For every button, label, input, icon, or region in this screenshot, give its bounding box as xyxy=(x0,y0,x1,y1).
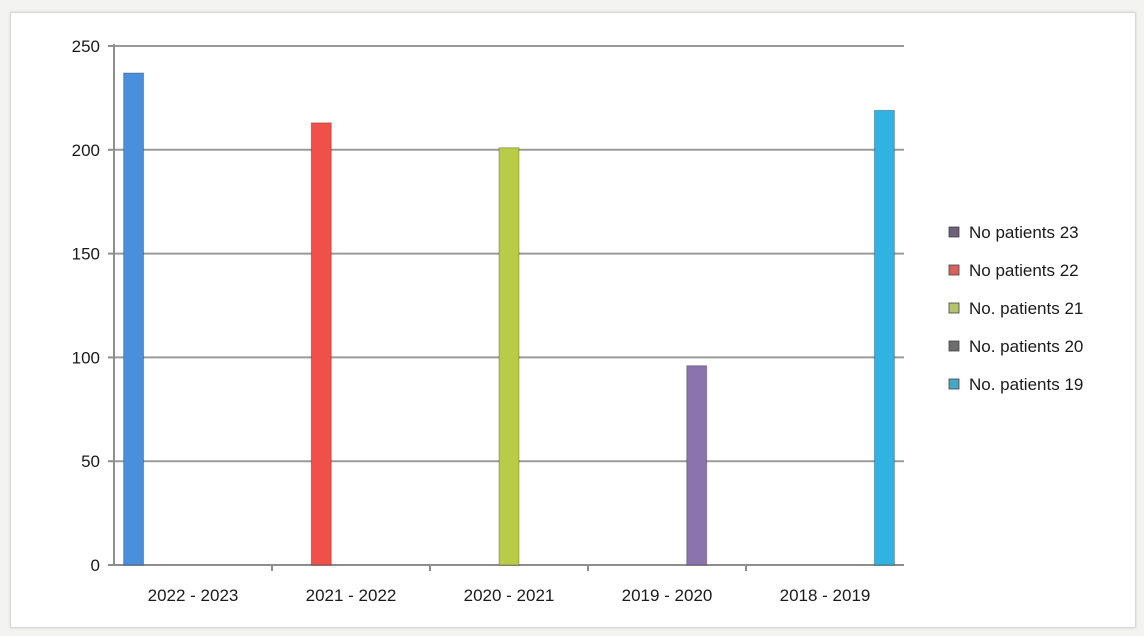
chart-frame: 0 50 100 150 200 250 2022 - 2023 2021 - 2022 202… xyxy=(10,12,1136,628)
legend-label: No patients 22 xyxy=(969,261,1079,280)
legend-marker xyxy=(948,264,960,276)
legend-marker xyxy=(948,340,960,352)
legend-label: No. patients 19 xyxy=(969,375,1083,394)
y-tick-label: 100 xyxy=(72,348,100,367)
legend-label: No patients 23 xyxy=(969,223,1079,242)
bar xyxy=(873,109,895,566)
legend-label: No. patients 20 xyxy=(969,337,1083,356)
legend-label: No. patients 21 xyxy=(969,299,1083,318)
y-tick-label: 0 xyxy=(91,556,100,575)
bar-chart: 0 50 100 150 200 250 2022 - 2023 2021 - 2022 202… xyxy=(72,37,1084,605)
y-tick-label: 200 xyxy=(72,141,100,160)
bar xyxy=(310,122,332,566)
bar xyxy=(123,72,145,566)
y-tick-label: 250 xyxy=(72,37,100,56)
x-tick-label: 2021 - 2022 xyxy=(306,586,397,605)
legend-marker xyxy=(948,302,960,314)
bar xyxy=(686,365,708,566)
x-tick-label: 2020 - 2021 xyxy=(464,586,555,605)
legend-marker xyxy=(948,226,960,238)
bar xyxy=(498,147,520,566)
x-tick-label: 2019 - 2020 xyxy=(622,586,713,605)
legend-marker xyxy=(948,378,960,390)
x-tick-label: 2018 - 2019 xyxy=(780,586,871,605)
y-tick-label: 150 xyxy=(72,245,100,264)
x-tick-label: 2022 - 2023 xyxy=(148,586,239,605)
y-tick-label: 50 xyxy=(81,452,100,471)
